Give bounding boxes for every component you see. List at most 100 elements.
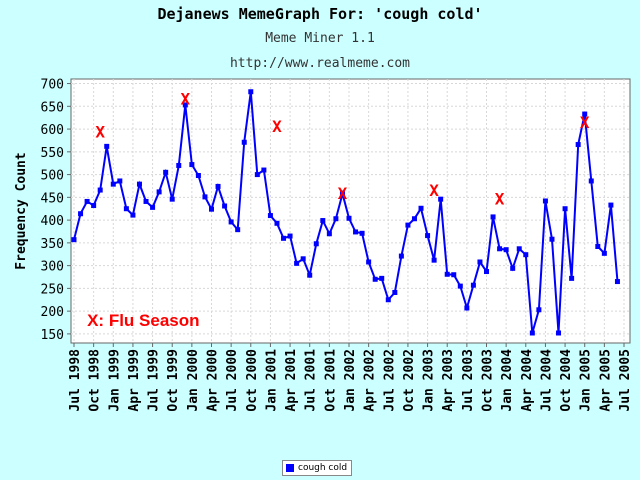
data-point [326,231,332,237]
data-point [261,167,267,173]
y-tick-label: 500 [41,169,64,184]
x-tick-label: Apr 2004 [520,349,535,412]
data-point [78,211,84,217]
data-point [385,297,391,303]
x-tick-label: Jan 2000 [186,349,201,412]
data-point [431,257,437,263]
data-point [569,275,575,281]
x-tick-label: Jan 2002 [343,349,358,412]
data-point [497,246,503,252]
data-point [372,276,378,282]
flu-season-marker: X [429,181,439,200]
data-point [150,204,156,210]
x-tick-label: Oct 1998 [88,349,103,412]
plot-area [70,78,631,344]
flu-season-marker: X [495,190,505,209]
y-tick-label: 400 [41,214,64,229]
y-tick-label: 300 [41,260,64,275]
data-point [241,139,247,145]
data-point [425,233,431,239]
data-point [228,219,234,225]
x-tick-label: Oct 2004 [559,349,574,412]
data-point [398,253,404,259]
x-tick-label: Oct 1999 [166,349,181,412]
x-tick-label: Apr 2001 [284,349,299,412]
x-tick-label: Jul 1999 [147,349,162,412]
data-point [300,256,306,262]
data-point [209,206,214,212]
x-tick-label: Jul 2005 [618,349,633,412]
data-point [353,229,359,235]
data-point [248,89,254,95]
data-point [274,220,280,226]
x-tick-label: Jan 1999 [107,349,122,412]
data-point [235,227,241,233]
data-point [392,289,398,295]
data-point [143,198,149,204]
data-point [169,196,175,202]
data-point [529,330,535,336]
y-axis-label: Frequency Count [14,152,29,269]
flu-season-marker: X [95,122,105,141]
data-point [582,111,588,117]
x-tick-label: Apr 2005 [598,349,613,412]
data-point [470,282,476,288]
data-point [444,271,450,277]
x-tick-label: Jul 2004 [539,349,554,412]
data-point [451,272,457,278]
data-point [339,191,345,197]
source-url: http://www.realmeme.com [229,56,410,71]
x-tick-label: Jul 2002 [382,349,397,412]
x-tick-label: Jul 1998 [68,349,83,412]
data-point [359,230,365,236]
data-point [516,246,522,252]
data-point [379,275,385,281]
data-point [294,260,300,266]
data-point [254,172,260,178]
data-point [601,250,607,256]
data-point [464,305,470,311]
data-point [575,142,581,148]
x-tick-label: Oct 2003 [481,349,496,412]
flu-season-marker: X [580,113,590,132]
data-point [523,252,529,258]
x-tick-label: Jan 2001 [264,349,279,412]
data-point [163,169,169,175]
data-point [313,241,319,247]
data-point [484,269,489,275]
data-point [307,272,313,278]
data-point [222,203,228,209]
y-tick-label: 200 [41,305,64,320]
data-point [614,279,620,285]
data-point [320,218,326,224]
data-point [91,203,97,209]
series-line [73,91,619,334]
x-tick-label: Apr 2002 [363,349,378,412]
data-point [195,172,201,178]
data-point [136,181,142,187]
data-point [418,205,424,211]
flu-season-marker: X [338,184,348,203]
data-point [110,181,116,187]
data-point [287,233,293,239]
data-point [510,265,516,271]
chart-subtitle: Meme Miner 1.1 [265,31,375,46]
data-point [490,214,496,220]
x-tick-label: Jul 2003 [461,349,476,412]
x-tick-label: Apr 2003 [441,349,456,412]
x-tick-label: Apr 2000 [206,349,221,412]
flu-season-marker: X [180,90,190,109]
data-point [130,212,136,218]
flu-season-marker: X [272,117,282,136]
data-point [333,216,339,222]
y-tick-label: 700 [41,78,64,93]
flu-season-note: X: Flu Season [87,311,199,330]
x-tick-label: Oct 2000 [245,349,260,412]
data-point [536,307,542,313]
y-tick-label: 600 [41,123,64,138]
data-point [562,206,568,212]
data-point [281,235,287,241]
data-point [84,198,90,204]
data-point [156,189,162,195]
